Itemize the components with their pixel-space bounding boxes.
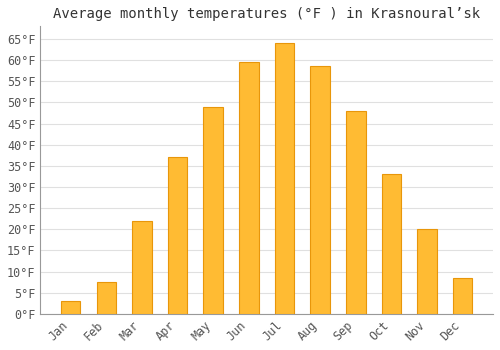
Bar xyxy=(453,278,472,314)
Bar xyxy=(96,282,116,314)
Bar xyxy=(346,111,366,314)
Bar xyxy=(132,221,152,314)
Bar xyxy=(61,301,80,314)
Bar xyxy=(417,229,437,314)
Bar xyxy=(310,66,330,314)
Bar xyxy=(274,43,294,314)
Title: Average monthly temperatures (°F ) in Krasnouralʼsk: Average monthly temperatures (°F ) in Kr… xyxy=(53,7,480,21)
Bar xyxy=(204,107,223,314)
Bar xyxy=(239,62,258,314)
Bar xyxy=(168,158,188,314)
Bar xyxy=(382,174,401,314)
